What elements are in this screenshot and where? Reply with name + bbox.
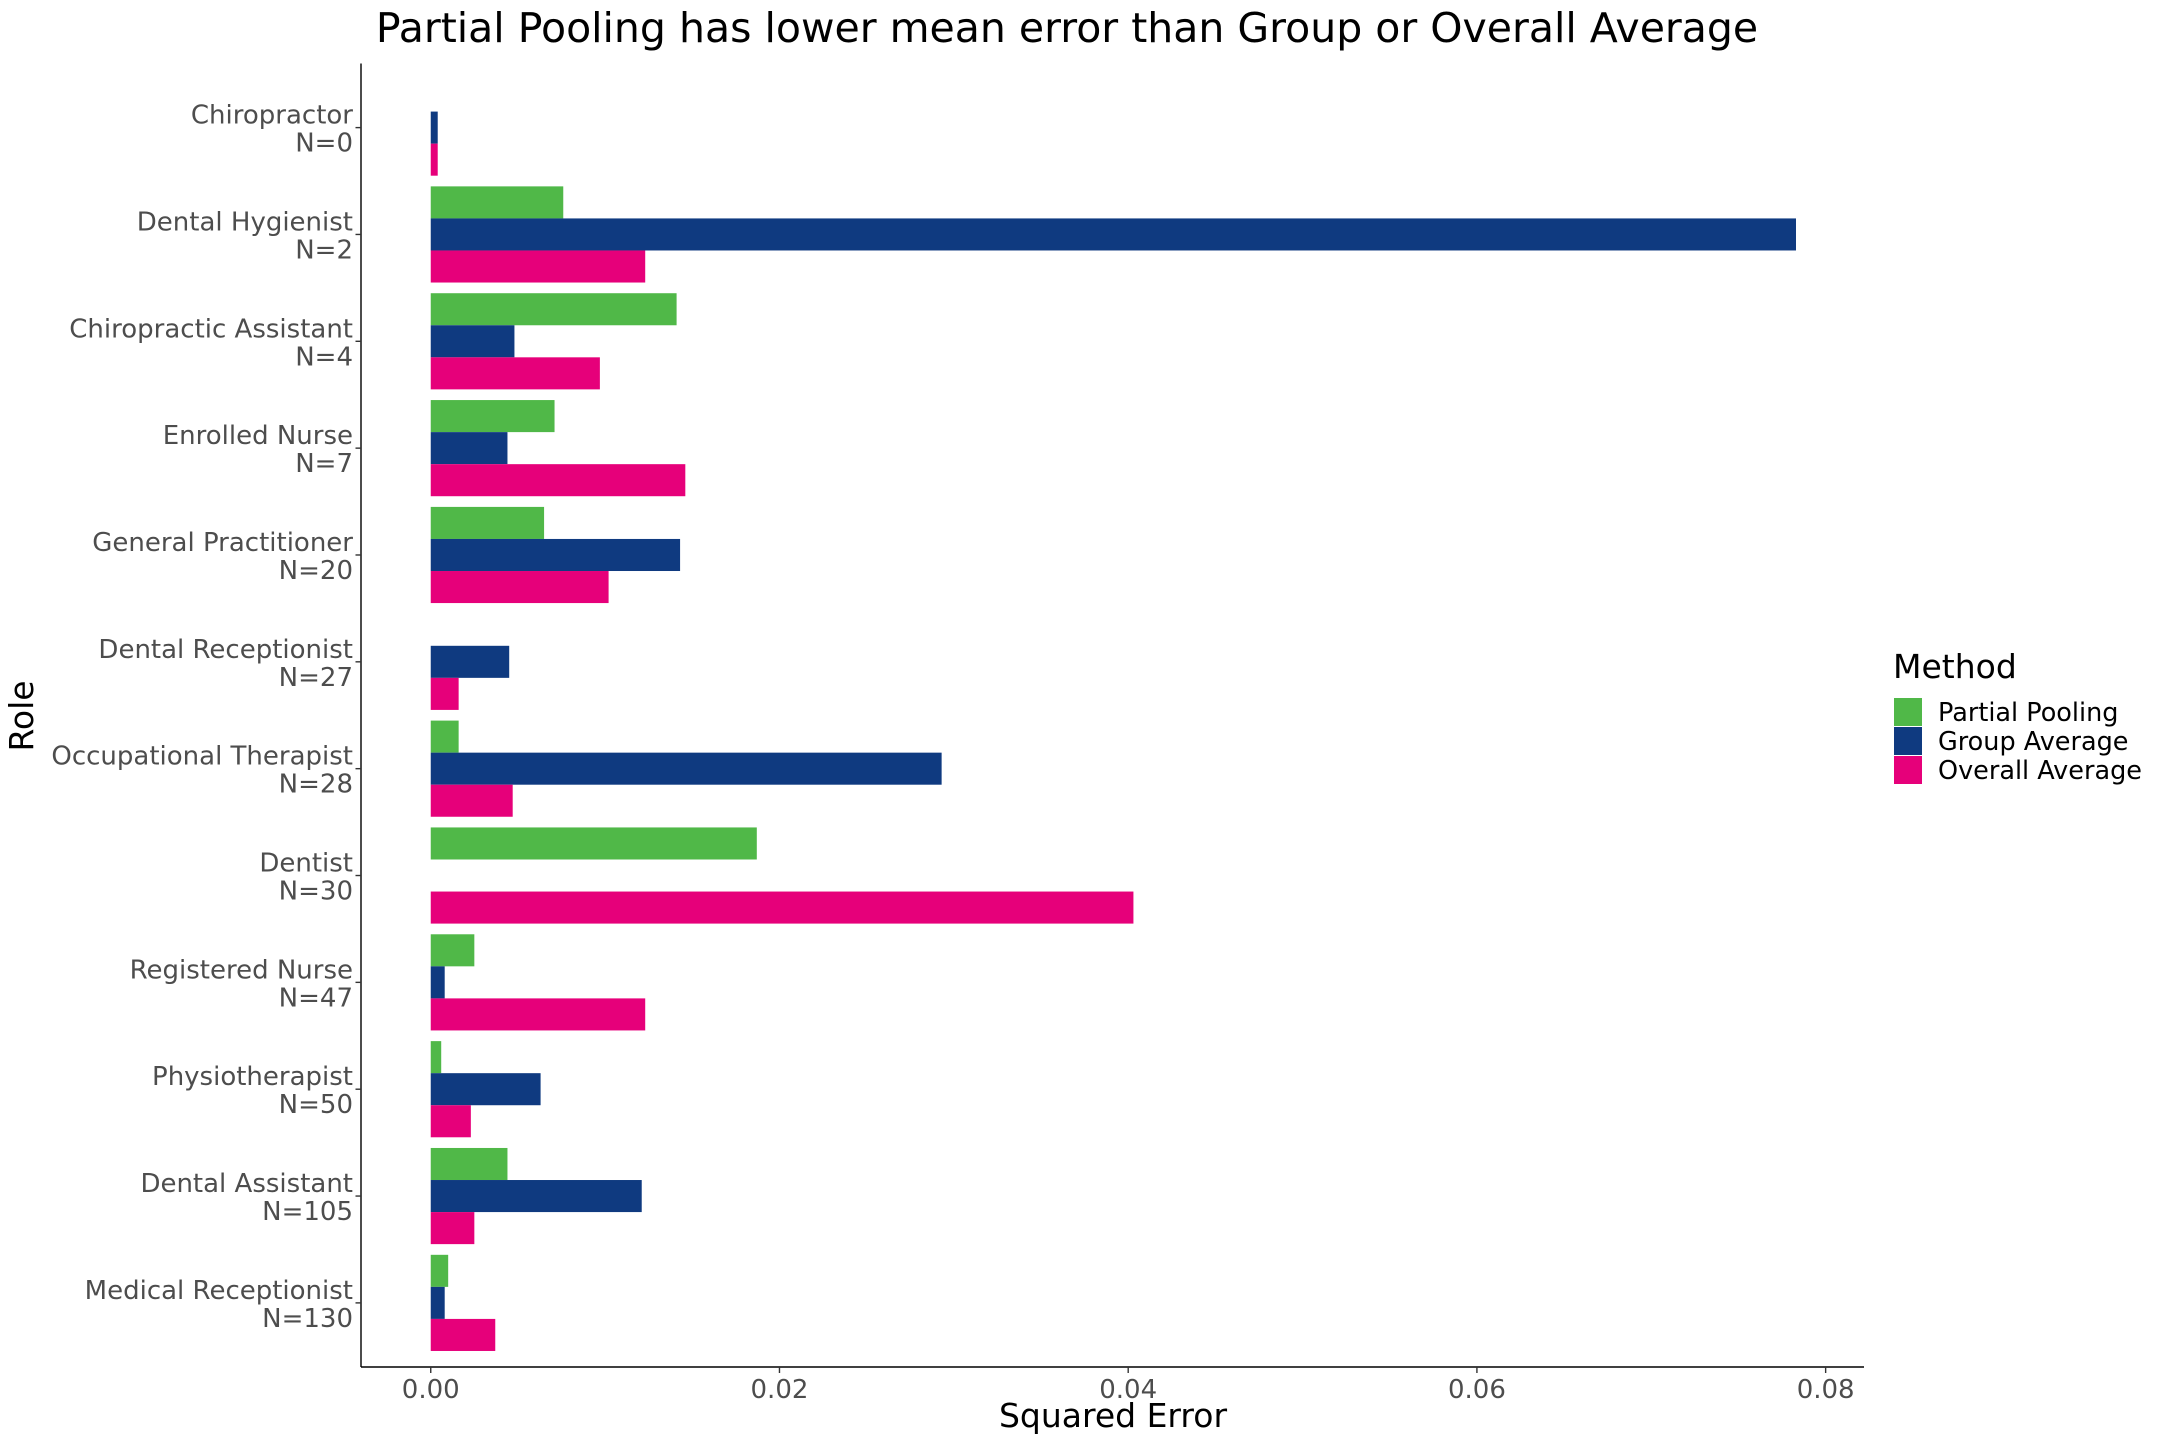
x-tick-label-0-08: 0.08 bbox=[1797, 1375, 1855, 1405]
bar-group-average-dental-receptionist bbox=[430, 645, 510, 678]
y-tick-label-general-practitioner: General Practitioner bbox=[92, 528, 353, 558]
bar-partial-pooling-registered-nurse bbox=[430, 934, 475, 967]
y-tick-count-label-medical-receptionist: N=130 bbox=[262, 1304, 353, 1334]
bar-group-average-registered-nurse bbox=[430, 966, 445, 999]
bar-overall-average-chiropractic-assistant bbox=[430, 357, 600, 390]
bar-partial-pooling-physiotherapist bbox=[430, 1041, 442, 1074]
bar-group-average-occupational-therapist bbox=[430, 752, 942, 785]
bar-partial-pooling-dental-hygienist bbox=[430, 186, 564, 219]
bar-overall-average-dental-receptionist bbox=[430, 677, 459, 710]
y-tick-label-dental-receptionist: Dental Receptionist bbox=[98, 635, 353, 665]
y-tick-label-chiropractic-assistant: Chiropractic Assistant bbox=[69, 314, 353, 344]
bar-overall-average-occupational-therapist bbox=[430, 784, 513, 817]
y-tick-count-label-chiropractor: N=0 bbox=[295, 129, 353, 159]
bar-group-average-chiropractic-assistant bbox=[430, 325, 515, 358]
bar-group-average-enrolled-nurse bbox=[430, 432, 508, 465]
y-tick-count-label-dental-hygienist: N=2 bbox=[295, 235, 353, 265]
y-tick-label-enrolled-nurse: Enrolled Nurse bbox=[163, 421, 353, 451]
bar-overall-average-dentist bbox=[430, 891, 1134, 924]
y-axis-title: Role bbox=[2, 680, 41, 751]
legend-label-overall-average: Overall Average bbox=[1938, 756, 2142, 786]
y-tick-label-chiropractor: Chiropractor bbox=[191, 101, 353, 131]
y-tick-count-label-dentist: N=30 bbox=[279, 877, 353, 907]
bar-overall-average-enrolled-nurse bbox=[430, 464, 686, 497]
x-tick-label-0-02: 0.02 bbox=[751, 1375, 809, 1405]
bar-partial-pooling-dentist bbox=[430, 827, 757, 860]
legend-key-partial-pooling bbox=[1894, 698, 1922, 726]
y-tick-label-dental-assistant: Dental Assistant bbox=[140, 1169, 353, 1199]
bar-group-average-chiropractor bbox=[430, 111, 438, 144]
bar-partial-pooling-dental-assistant bbox=[430, 1147, 508, 1181]
legend-key-group-average bbox=[1894, 727, 1922, 755]
bar-group-average-dental-assistant bbox=[430, 1180, 642, 1213]
y-tick-count-label-dental-assistant: N=105 bbox=[262, 1197, 353, 1227]
x-tick-label-0-06: 0.06 bbox=[1448, 1375, 1506, 1405]
y-tick-count-label-chiropractic-assistant: N=4 bbox=[295, 342, 353, 372]
bar-overall-average-dental-assistant bbox=[430, 1212, 475, 1245]
bar-partial-pooling-occupational-therapist bbox=[430, 720, 459, 753]
x-axis-ticks: 0.00 0.02 0.04 0.06 0.08 bbox=[402, 1367, 1855, 1405]
bar-group-average-medical-receptionist bbox=[430, 1286, 445, 1319]
legend-label-partial-pooling: Partial Pooling bbox=[1938, 698, 2118, 728]
y-tick-count-label-dental-receptionist: N=27 bbox=[279, 663, 353, 693]
bar-overall-average-general-practitioner bbox=[430, 571, 609, 604]
y-tick-count-label-general-practitioner: N=20 bbox=[279, 556, 353, 586]
bar-group-average-physiotherapist bbox=[430, 1073, 541, 1106]
bar-group-average-dental-hygienist bbox=[430, 218, 1796, 251]
y-tick-count-label-enrolled-nurse: N=7 bbox=[295, 449, 353, 479]
legend-title: Method bbox=[1893, 647, 2017, 686]
bar-overall-average-registered-nurse bbox=[430, 998, 646, 1031]
bar-partial-pooling-medical-receptionist bbox=[430, 1254, 449, 1287]
bar-partial-pooling-general-practitioner bbox=[430, 506, 545, 539]
bar-overall-average-physiotherapist bbox=[430, 1105, 471, 1138]
legend-label-group-average: Group Average bbox=[1938, 727, 2128, 757]
x-axis-title: Squared Error bbox=[999, 1396, 1227, 1435]
y-tick-label-registered-nurse: Registered Nurse bbox=[130, 955, 353, 985]
legend-key-overall-average bbox=[1894, 756, 1922, 784]
bar-overall-average-dental-hygienist bbox=[430, 250, 646, 283]
x-tick-label-0-00: 0.00 bbox=[402, 1375, 460, 1405]
y-tick-count-label-occupational-therapist: N=28 bbox=[279, 770, 353, 800]
bar-overall-average-medical-receptionist bbox=[430, 1318, 496, 1351]
bar-overall-average-chiropractor bbox=[430, 143, 438, 176]
chart-title: Partial Pooling has lower mean error tha… bbox=[376, 4, 1758, 52]
bars-layer bbox=[430, 111, 1796, 1351]
y-tick-label-physiotherapist: Physiotherapist bbox=[152, 1062, 353, 1092]
bar-partial-pooling-chiropractic-assistant bbox=[430, 293, 677, 326]
y-tick-count-label-physiotherapist: N=50 bbox=[279, 1090, 353, 1120]
y-tick-label-occupational-therapist: Occupational Therapist bbox=[51, 742, 353, 772]
x-tick-label-0-04: 0.04 bbox=[1099, 1375, 1157, 1405]
y-tick-count-label-registered-nurse: N=47 bbox=[279, 983, 353, 1013]
y-tick-label-medical-receptionist: Medical Receptionist bbox=[85, 1276, 353, 1306]
bar-group-average-general-practitioner bbox=[430, 538, 681, 572]
y-tick-label-dentist: Dentist bbox=[259, 849, 353, 879]
bar-partial-pooling-enrolled-nurse bbox=[430, 400, 555, 433]
y-tick-label-dental-hygienist: Dental Hygienist bbox=[137, 207, 353, 237]
